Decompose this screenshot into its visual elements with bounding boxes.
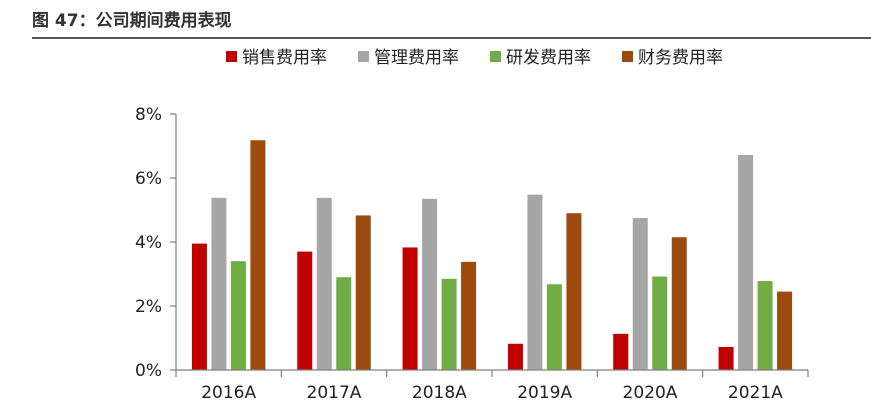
chart-legend: 销售费用率 管理费用率 研发费用率 财务费用率 — [226, 48, 723, 68]
bar-2016A-series-3 — [250, 140, 266, 370]
bar-2017A-series-2 — [336, 277, 352, 370]
x-tick-label: 2019A — [517, 383, 572, 403]
bar-2019A-series-3 — [566, 213, 582, 370]
x-tick-label: 2018A — [412, 383, 467, 403]
bar-2021A-series-0 — [718, 346, 734, 370]
bar-2020A-series-0 — [613, 333, 629, 370]
bar-2016A-series-1 — [211, 197, 227, 370]
bar-group — [191, 140, 793, 370]
x-tick-label: 2017A — [307, 383, 362, 403]
bar-2017A-series-3 — [355, 215, 371, 370]
bar-2018A-series-1 — [422, 198, 438, 370]
bar-2020A-series-3 — [671, 237, 687, 370]
x-tick-label: 2021A — [728, 383, 783, 403]
x-tick-label: 2016A — [201, 383, 256, 403]
y-tick-label: 4% — [135, 233, 162, 253]
legend-swatch — [490, 51, 501, 62]
legend-swatch — [358, 51, 369, 62]
figure-title: 图 47：公司期间费用表现 — [32, 11, 232, 31]
y-tick-label: 2% — [135, 297, 162, 317]
x-tick-label: 2020A — [623, 383, 678, 403]
bar-2021A-series-3 — [777, 291, 793, 370]
bar-2016A-series-2 — [230, 261, 246, 370]
y-tick-label: 8% — [135, 105, 162, 125]
bar-2018A-series-2 — [441, 278, 457, 370]
bar-2021A-series-1 — [738, 154, 754, 370]
bar-2021A-series-2 — [757, 281, 773, 370]
bar-2020A-series-1 — [632, 218, 648, 370]
legend-swatch — [226, 51, 237, 62]
title-divider — [32, 37, 871, 39]
legend-label: 销售费用率 — [242, 48, 327, 68]
bar-2020A-series-2 — [652, 276, 668, 370]
bar-2019A-series-2 — [546, 284, 562, 370]
bar-2018A-series-0 — [402, 247, 418, 370]
bar-2019A-series-1 — [527, 194, 543, 370]
bar-2017A-series-0 — [297, 251, 313, 370]
legend-label: 财务费用率 — [638, 48, 723, 68]
y-tick-label: 0% — [135, 361, 162, 381]
bar-2019A-series-0 — [507, 343, 523, 370]
bar-2018A-series-3 — [461, 261, 477, 370]
bar-2017A-series-1 — [316, 197, 332, 370]
chart-axes: 0% 2% 4% 6% 8% 2016A 2017A 2018A 2019A 2020A 2021A — [135, 105, 809, 403]
legend-label: 管理费用率 — [374, 48, 459, 68]
legend-swatch — [622, 51, 633, 62]
legend-label: 研发费用率 — [506, 48, 591, 68]
bar-2016A-series-0 — [191, 243, 207, 370]
y-tick-label: 6% — [135, 169, 162, 189]
